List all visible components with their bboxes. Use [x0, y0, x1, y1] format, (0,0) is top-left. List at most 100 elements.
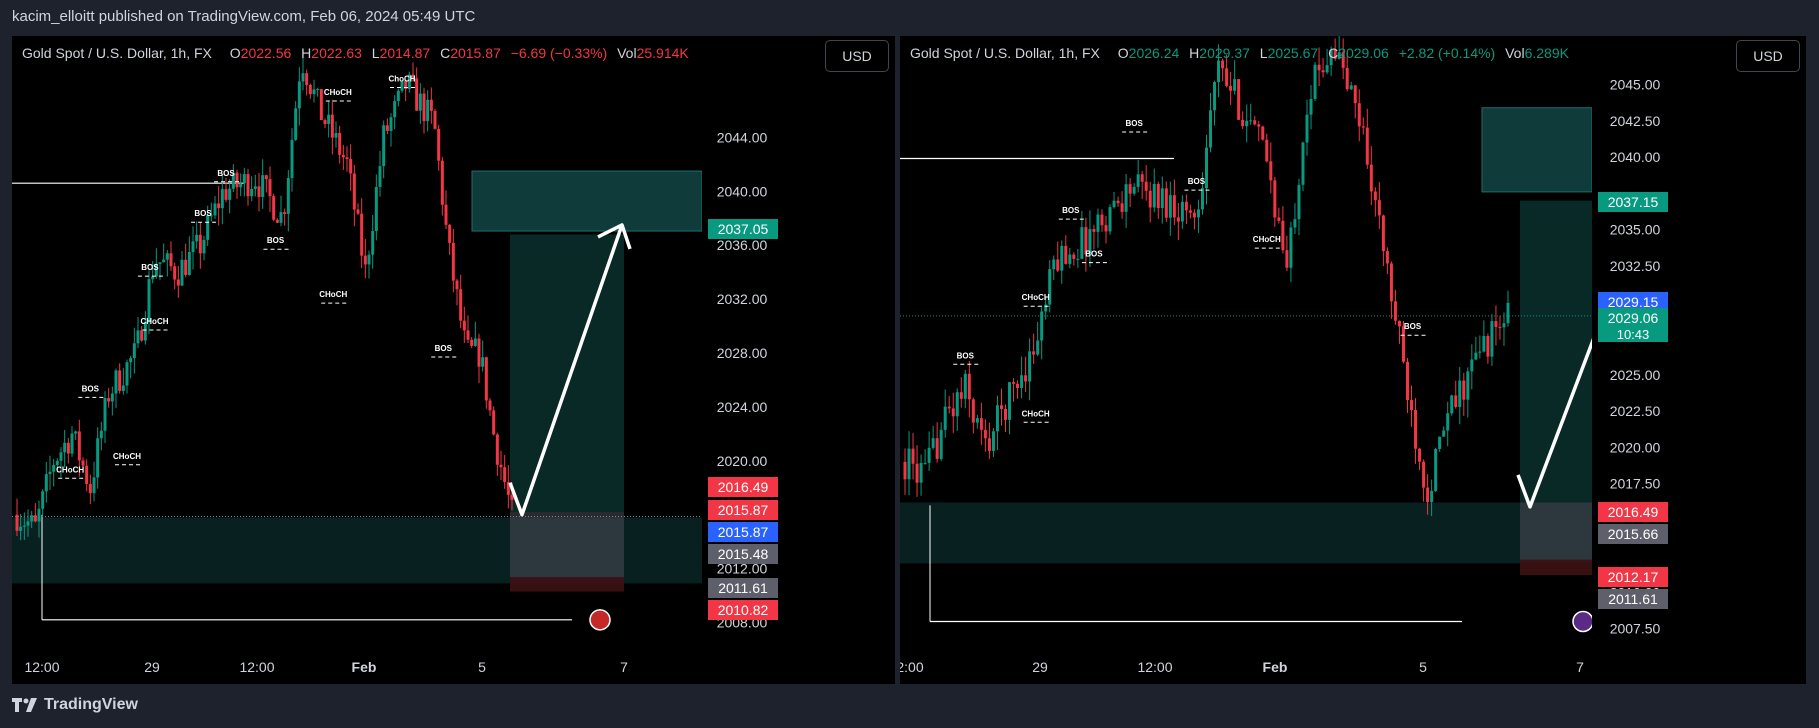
legend-o-label: O	[229, 45, 241, 61]
candle-body	[195, 234, 199, 242]
candle-body	[279, 212, 283, 223]
candle-body	[198, 234, 202, 254]
candle-body	[1458, 380, 1462, 407]
candle-body	[242, 174, 246, 184]
candle-body	[1385, 251, 1389, 264]
candle-body	[132, 343, 136, 359]
published-line: kacim_elloitt published on TradingView.c…	[12, 8, 476, 25]
structure-label: CHoCH	[1022, 409, 1050, 418]
chart-panel-right[interactable]: BOS BOS BOS BOS BOS BOS CHoCH CHoCH CHoCH 2007.50…	[900, 36, 1806, 684]
candle-body	[33, 515, 37, 522]
structure-label: BOS	[1188, 177, 1206, 186]
candle-body	[1148, 190, 1152, 208]
candle-body	[228, 188, 232, 200]
y-tick-label: 2044.00	[717, 129, 768, 145]
candle-body	[1293, 219, 1297, 228]
candle-body	[448, 224, 452, 243]
candle-body	[257, 186, 261, 197]
chart-canvas-right[interactable]: BOS BOS BOS BOS BOS BOS CHoCH CHoCH CHoCH 2007.50…	[900, 36, 1806, 684]
candle-body	[41, 491, 45, 509]
candle-body	[1172, 195, 1176, 218]
supply-zone	[1481, 107, 1593, 193]
candle-body	[147, 279, 151, 322]
candle-body	[356, 209, 360, 214]
price-tag-label: 2037.15	[1608, 194, 1659, 210]
candle-body	[286, 178, 290, 214]
legend-c-label: C	[440, 45, 451, 61]
candle-body	[378, 166, 382, 187]
candle-body	[1016, 383, 1020, 388]
candle-body	[1088, 229, 1092, 255]
candle-body	[114, 370, 118, 394]
candle-body	[235, 172, 239, 188]
candle-body	[55, 460, 59, 465]
candle-body	[224, 189, 228, 200]
candle-body	[492, 410, 496, 435]
currency-button-left[interactable]: USD	[825, 40, 889, 72]
candle-body	[341, 154, 345, 158]
currency-button-right[interactable]: USD	[1736, 40, 1800, 72]
candle-body	[1040, 311, 1044, 341]
candle-body	[444, 204, 448, 225]
candle-body	[1241, 119, 1245, 127]
candle-body	[400, 80, 404, 91]
x-tick-label: 29	[1032, 659, 1048, 675]
legend-open: 2026.24	[1128, 45, 1180, 61]
candle-body	[1486, 335, 1490, 357]
candle-body	[404, 80, 408, 89]
candle-body	[66, 442, 70, 454]
x-tick-label: 12:00	[1137, 659, 1172, 675]
candle-body	[92, 477, 96, 494]
candle-body	[1124, 184, 1128, 212]
price-tag-label: 2015.87	[718, 524, 769, 540]
price-tag-label: 2012.17	[1608, 569, 1659, 585]
supply-zone	[471, 170, 703, 232]
candle-body	[30, 515, 34, 522]
candle-body	[118, 370, 122, 391]
y-tick-label: 2032.00	[717, 291, 768, 307]
candle-body	[1229, 85, 1233, 91]
legend-symbol: Gold Spot / U.S. Dollar, 1h, FX	[910, 45, 1100, 61]
price-tag	[708, 219, 778, 239]
candle-body	[1217, 60, 1221, 83]
price-tag	[708, 500, 778, 520]
candle-body	[481, 357, 485, 367]
legend-right: Gold Spot / U.S. Dollar, 1h, FX O2026.24…	[910, 45, 1569, 61]
chart-canvas-left[interactable]: BOSBOSBOSBOSBOSBOSCHoCHCHoCHCHoCHCHoCHCH…	[12, 36, 895, 684]
candle-body	[1052, 259, 1056, 270]
candle-body	[158, 262, 162, 264]
candle-body	[1349, 85, 1353, 90]
legend-high: 2029.37	[1199, 45, 1250, 61]
candle-body	[268, 179, 272, 197]
footer-brand[interactable]: TradingView	[12, 696, 138, 714]
price-tag-label: 2029.06	[1608, 310, 1659, 326]
candle-body	[323, 120, 327, 125]
candle-body	[1506, 302, 1510, 324]
candle-body	[1345, 67, 1349, 90]
candle-body	[1325, 65, 1329, 73]
chart-panel-left[interactable]: BOS BOS BOS BOS BOS BOS CHoCH CHoCH CHoCH CHoCH CH…	[12, 36, 895, 684]
candle-body	[967, 373, 971, 400]
candle-body	[1490, 321, 1494, 357]
candle-body	[477, 338, 481, 367]
price-tag	[708, 544, 778, 564]
candle-body	[239, 183, 243, 188]
candle-body	[1209, 110, 1213, 148]
candle-body	[943, 406, 947, 430]
candle-body	[1426, 487, 1430, 503]
candle-body	[407, 74, 411, 89]
price-tag-label: 2016.49	[1608, 504, 1659, 520]
candle-body	[184, 259, 188, 276]
legend-change: +2.82 (+0.14%)	[1398, 45, 1496, 61]
candle-body	[1136, 174, 1140, 187]
y-tick-label: 2040.00	[1610, 149, 1661, 165]
candle-body	[264, 175, 268, 180]
y-tick-label: 2042.50	[1610, 113, 1661, 129]
demand-zone	[900, 502, 1592, 564]
candle-body	[983, 429, 987, 439]
candle-body	[1442, 430, 1446, 437]
price-tag-label: 2011.61	[718, 580, 768, 596]
candle-body	[923, 462, 927, 464]
candle-body	[308, 84, 312, 95]
candle-body	[911, 448, 915, 464]
